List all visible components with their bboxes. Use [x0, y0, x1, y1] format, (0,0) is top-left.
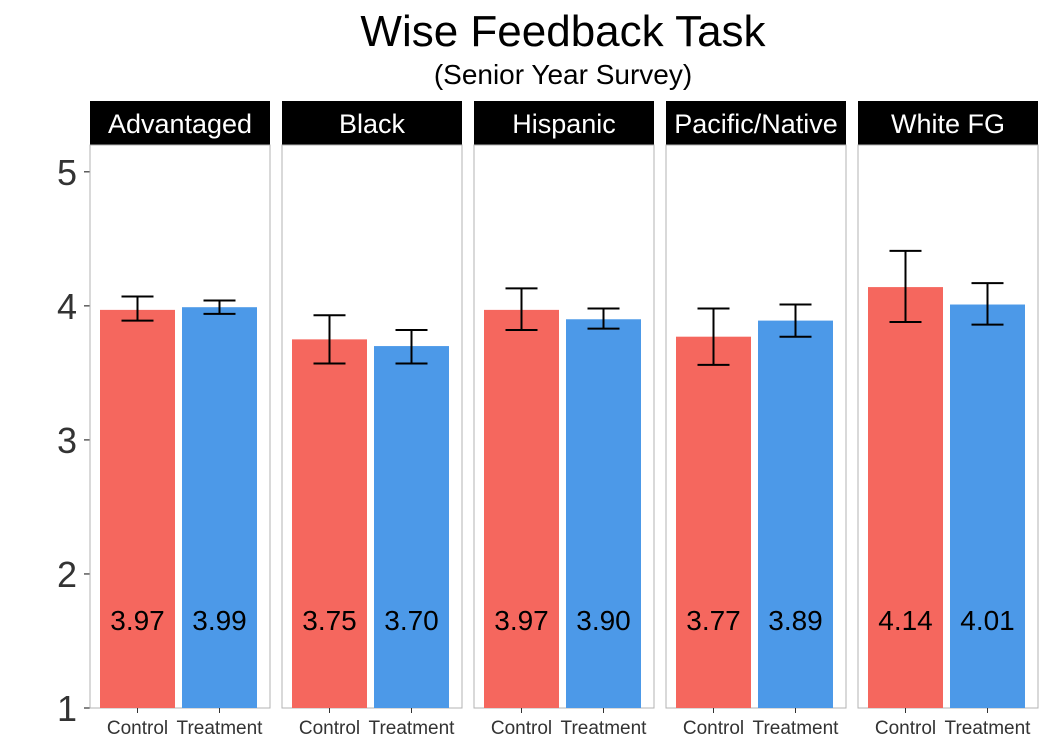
bar-value-label: 4.01 — [960, 605, 1015, 636]
x-tick-label-control: Control — [107, 718, 168, 739]
error-bar — [779, 303, 812, 338]
y-axis: 1 2 3 4 5 — [57, 152, 90, 729]
panel-border — [89, 144, 271, 709]
facet-strip-label: White FG — [891, 109, 1005, 139]
facet-panel: White FG 4.14 Control 4.01 Treatment — [857, 101, 1039, 739]
facet-strip — [474, 101, 654, 145]
facet-strip — [90, 101, 270, 145]
bar-control — [868, 287, 943, 708]
panel-border — [857, 144, 1039, 709]
bar-control — [292, 339, 367, 708]
x-tick-label-treatment: Treatment — [369, 718, 456, 739]
error-bar — [203, 299, 236, 315]
x-tick-label-control: Control — [299, 718, 360, 739]
bar-value-label: 3.89 — [768, 605, 823, 636]
bar-value-label: 3.75 — [302, 605, 357, 636]
error-bar — [505, 287, 538, 331]
bar-control — [676, 336, 751, 708]
y-tick-label-3: 3 — [57, 420, 77, 461]
chart-title: Wise Feedback Task — [360, 7, 766, 56]
bar-treatment — [566, 319, 641, 708]
x-tick-label-treatment: Treatment — [561, 718, 648, 739]
facet-panels: Advantaged 3.97 Control 3.99 Treatment Black 3… — [89, 101, 1039, 739]
error-bar — [697, 307, 730, 366]
bar-treatment — [950, 304, 1025, 708]
x-tick-label-treatment: Treatment — [177, 718, 264, 739]
x-tick-label-control: Control — [875, 718, 936, 739]
panel-border — [281, 144, 463, 709]
x-tick-label-treatment: Treatment — [945, 718, 1032, 739]
error-bar — [971, 282, 1004, 326]
facet-strip — [666, 101, 846, 145]
bar-value-label: 3.99 — [192, 605, 247, 636]
panel-border — [473, 144, 655, 709]
bar-value-label: 4.14 — [878, 605, 933, 636]
y-tick-label-2: 2 — [57, 554, 77, 595]
bar-treatment — [182, 307, 257, 708]
x-tick-label-control: Control — [491, 718, 552, 739]
chart-subtitle: (Senior Year Survey) — [434, 59, 692, 90]
x-tick-label-control: Control — [683, 718, 744, 739]
bar-value-label: 3.77 — [686, 605, 741, 636]
error-bar — [313, 314, 346, 365]
bar-control — [484, 309, 559, 708]
bar-value-label: 3.97 — [494, 605, 549, 636]
y-tick-label-1: 1 — [57, 688, 77, 729]
facet-panel: Pacific/Native 3.77 Control 3.89 Treatment — [665, 101, 847, 739]
facet-strip — [858, 101, 1038, 145]
bar-treatment — [758, 320, 833, 708]
facet-panel: Hispanic 3.97 Control 3.90 Treatment — [473, 101, 655, 739]
error-bar — [395, 328, 428, 365]
error-bar — [587, 307, 620, 330]
bar-control — [100, 309, 175, 708]
error-bar — [889, 249, 922, 323]
facet-strip-label: Advantaged — [108, 109, 252, 139]
bar-treatment — [374, 346, 449, 708]
y-tick-label-4: 4 — [57, 286, 77, 327]
facet-strip-label: Pacific/Native — [674, 109, 838, 139]
panel-border — [665, 144, 847, 709]
facet-strip-label: Hispanic — [512, 109, 616, 139]
facet-panel: Black 3.75 Control 3.70 Treatment — [281, 101, 463, 739]
error-bar — [121, 295, 154, 322]
facet-strip — [282, 101, 462, 145]
bar-value-label: 3.90 — [576, 605, 631, 636]
facet-panel: Advantaged 3.97 Control 3.99 Treatment — [89, 101, 271, 739]
y-tick-label-5: 5 — [57, 152, 77, 193]
bar-value-label: 3.70 — [384, 605, 439, 636]
bar-value-label: 3.97 — [110, 605, 165, 636]
x-tick-label-treatment: Treatment — [753, 718, 840, 739]
facet-strip-label: Black — [339, 109, 406, 139]
